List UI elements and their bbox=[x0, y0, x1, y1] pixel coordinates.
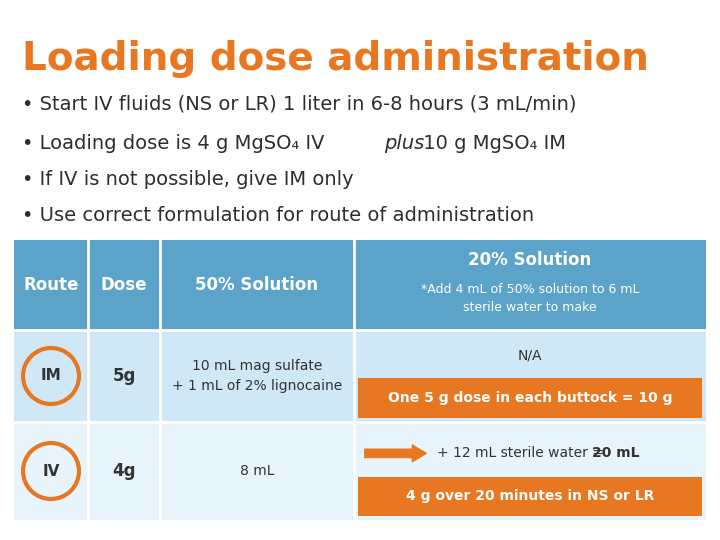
Text: 20 mL: 20 mL bbox=[592, 447, 639, 461]
Text: Route: Route bbox=[23, 276, 78, 294]
Text: 20% Solution: 20% Solution bbox=[469, 251, 592, 269]
Text: N/A: N/A bbox=[518, 349, 542, 363]
Text: IM: IM bbox=[40, 368, 61, 383]
Bar bbox=[358, 378, 702, 418]
Text: One 5 g dose in each buttock = 10 g: One 5 g dose in each buttock = 10 g bbox=[388, 391, 672, 405]
Text: 10 mL mag sulfate
+ 1 mL of 2% lignocaine: 10 mL mag sulfate + 1 mL of 2% lignocain… bbox=[172, 359, 342, 393]
Text: plus: plus bbox=[384, 134, 424, 153]
Text: Loading dose administration: Loading dose administration bbox=[22, 40, 649, 78]
Text: • Use correct formulation for route of administration: • Use correct formulation for route of a… bbox=[22, 206, 534, 225]
Bar bbox=[358, 477, 702, 516]
Text: 5g: 5g bbox=[112, 367, 135, 385]
Bar bbox=[14, 330, 706, 422]
Text: *Add 4 mL of 50% solution to 6 mL
sterile water to make: *Add 4 mL of 50% solution to 6 mL steril… bbox=[420, 283, 639, 314]
Text: 50% Solution: 50% Solution bbox=[195, 276, 318, 294]
Text: 4g: 4g bbox=[112, 462, 136, 480]
Text: • Loading dose is 4 g MgSO₄ IV: • Loading dose is 4 g MgSO₄ IV bbox=[22, 134, 330, 153]
Text: Dose: Dose bbox=[101, 276, 148, 294]
Bar bbox=[14, 240, 706, 330]
Text: 10 g MgSO₄ IM: 10 g MgSO₄ IM bbox=[417, 134, 566, 153]
Text: + 12 mL sterile water =: + 12 mL sterile water = bbox=[437, 447, 608, 461]
Text: • Start IV fluids (NS or LR) 1 liter in 6-8 hours (3 mL/min): • Start IV fluids (NS or LR) 1 liter in … bbox=[22, 94, 577, 113]
Text: 4 g over 20 minutes in NS or LR: 4 g over 20 minutes in NS or LR bbox=[406, 489, 654, 503]
Text: • If IV is not possible, give IM only: • If IV is not possible, give IM only bbox=[22, 170, 354, 189]
Text: 8 mL: 8 mL bbox=[240, 464, 274, 478]
Bar bbox=[14, 422, 706, 520]
FancyArrowPatch shape bbox=[365, 445, 426, 462]
Text: IV: IV bbox=[42, 463, 60, 478]
